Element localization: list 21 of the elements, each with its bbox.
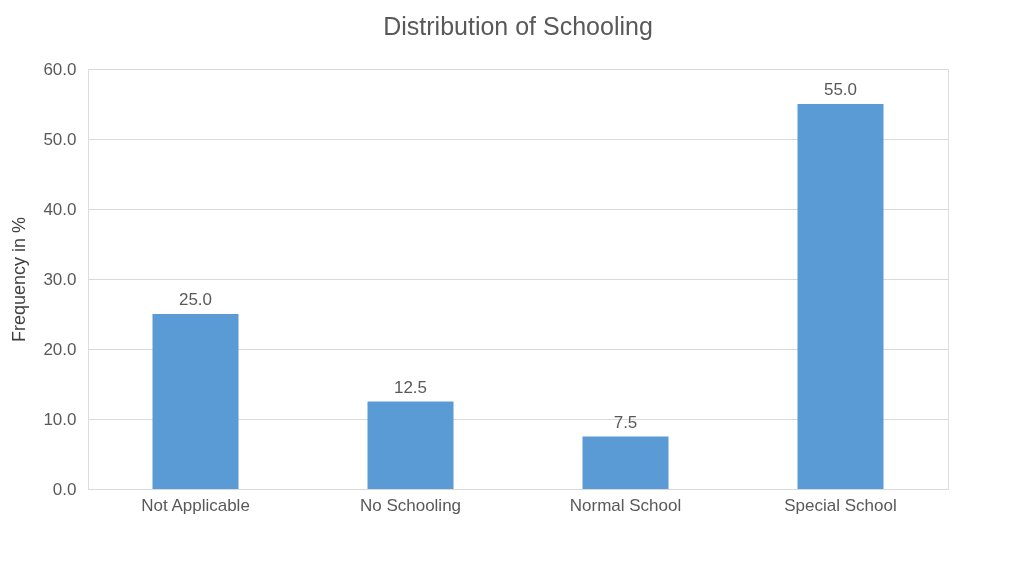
y-tick-label: 30.0: [43, 269, 77, 289]
x-tick-label: Normal School: [569, 495, 682, 515]
data-label: 25.0: [178, 290, 213, 309]
bar: [797, 104, 884, 489]
chart-title: Distribution of Schooling: [383, 12, 653, 40]
y-axis-title: Frequency in %: [9, 216, 30, 343]
y-tick-label: 40.0: [43, 199, 77, 219]
y-tick-label: 0.0: [52, 479, 77, 499]
data-label: 7.5: [613, 412, 638, 432]
y-tick-label: 10.0: [43, 409, 77, 429]
bar: [152, 314, 239, 489]
bar: [582, 436, 669, 489]
x-tick-label: No Schooling: [359, 495, 462, 515]
x-tick-label: Special School: [784, 495, 897, 515]
bar: [367, 401, 454, 489]
y-tick-label: 20.0: [43, 339, 77, 359]
y-tick-label: 50.0: [43, 129, 77, 149]
data-label: 55.0: [823, 80, 858, 99]
data-label: 12.5: [393, 377, 428, 397]
y-tick-label: 60.0: [43, 59, 77, 79]
x-tick-label: Not Applicable: [141, 495, 250, 515]
